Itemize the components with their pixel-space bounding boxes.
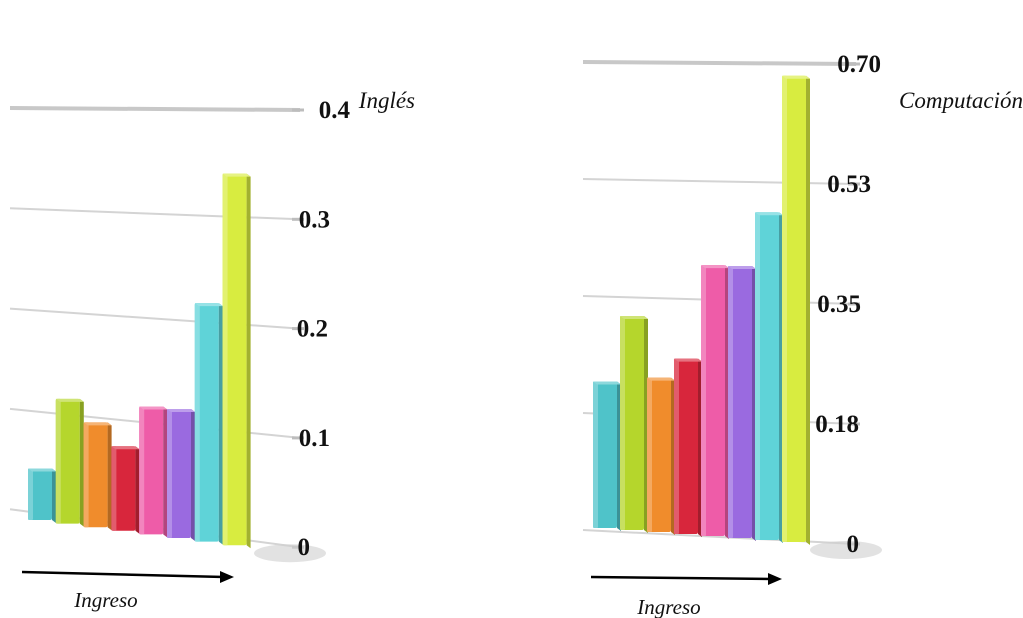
computacion-tick-label: 0.35 — [817, 291, 861, 318]
computacion-title: Computación — [899, 88, 1023, 113]
ingles-bar — [83, 422, 112, 531]
computacion-tick-label: 0 — [847, 531, 860, 558]
ingles-tick-label: 0.3 — [299, 206, 330, 233]
chart-computacion: 0 0.18 0.35 0.53 0.70 Computación Ingreso — [511, 0, 1023, 618]
computacion-bar — [674, 358, 702, 537]
computacion-bar — [728, 266, 756, 541]
ingles-tick-labels: 0 0.1 0.2 0.3 0.4 — [297, 97, 351, 561]
chart-ingles: 0 0.1 0.2 0.3 0.4 Inglés Ingreso — [0, 0, 511, 618]
ingles-gridline — [9, 207, 301, 221]
ingles-floor-shadow — [254, 544, 326, 563]
computacion-tick-label: 0.70 — [837, 51, 881, 78]
ingles-gridline — [9, 307, 301, 330]
ingles-gridline — [9, 106, 301, 112]
computacion-bars — [593, 75, 810, 545]
computacion-axis-arrow — [590, 575, 773, 581]
computacion-axis-arrowhead — [768, 573, 782, 585]
ingles-bar — [194, 303, 223, 545]
ingles-bar — [139, 406, 168, 538]
ingles-axis-arrow — [21, 570, 225, 579]
computacion-xlabel: Ingreso — [636, 595, 700, 618]
chart-ingles-svg: 0 0.1 0.2 0.3 0.4 Inglés Ingreso — [9, 88, 415, 612]
ingles-bar — [28, 468, 56, 523]
computacion-bar — [755, 212, 783, 543]
ingles-bar — [167, 409, 195, 541]
computacion-bar — [782, 75, 810, 545]
computacion-bar — [593, 381, 621, 531]
ingles-tick-label: 0.4 — [319, 97, 351, 124]
ingles-xlabel: Ingreso — [73, 588, 137, 612]
ingles-tick-label: 0.1 — [299, 425, 330, 452]
computacion-tick-label: 0.18 — [815, 411, 859, 438]
ingles-title: Inglés — [358, 88, 415, 113]
ingles-tick-label: 0 — [298, 534, 311, 561]
ingles-bar — [111, 446, 140, 534]
computacion-tick-label: 0.53 — [827, 171, 871, 198]
ingles-bar — [55, 398, 84, 527]
computacion-gridline — [582, 529, 857, 545]
computacion-bar — [620, 316, 648, 533]
chart-computacion-svg: 0 0.18 0.35 0.53 0.70 Computación Ingreso — [582, 51, 1023, 618]
computacion-bar — [701, 265, 729, 539]
computacion-tick-labels: 0 0.18 0.35 0.53 0.70 — [815, 51, 881, 558]
ingles-bar — [222, 173, 251, 549]
computacion-gridline — [582, 60, 857, 66]
ingles-bars — [28, 173, 251, 549]
computacion-bar — [647, 377, 675, 535]
ingles-tick-label: 0.2 — [297, 316, 328, 343]
ingles-axis-arrowhead — [220, 571, 234, 583]
computacion-gridline — [582, 178, 857, 185]
computacion-floor-shadow — [810, 541, 882, 559]
